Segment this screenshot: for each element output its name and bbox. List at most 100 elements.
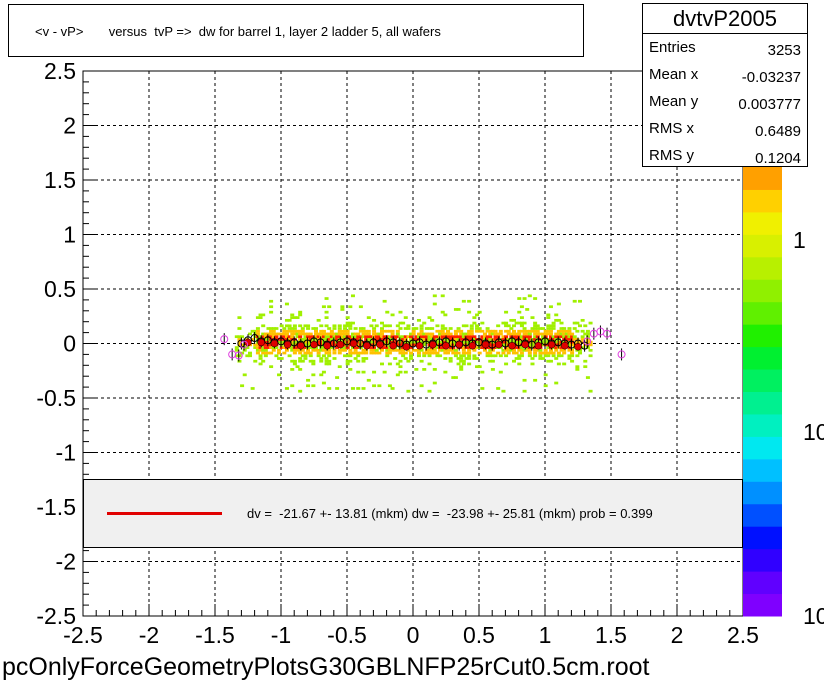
heatmap-cell — [353, 346, 358, 349]
heatmap-cell — [255, 316, 260, 319]
heatmap-cell — [522, 378, 527, 382]
heatmap-cell — [551, 321, 556, 325]
heatmap-cell — [469, 327, 474, 330]
heatmap-cell — [464, 335, 469, 339]
heatmap-cell — [295, 332, 300, 336]
heatmap-cell — [438, 354, 443, 358]
heatmap-cell — [562, 362, 567, 366]
heatmap-cell — [530, 316, 535, 319]
heatmap-cell — [255, 348, 260, 352]
heatmap-cell — [316, 335, 321, 339]
heatmap-cell — [514, 340, 519, 344]
colorbar-label: 10 — [803, 603, 824, 629]
heatmap-cell — [319, 324, 324, 328]
heatmap-cell — [321, 370, 326, 374]
heatmap-cell — [522, 335, 527, 339]
heatmap-cell — [403, 327, 408, 330]
heatmap-cell — [380, 327, 384, 330]
heatmap-cell — [533, 329, 538, 333]
heatmap-cell — [409, 351, 414, 355]
heatmap-cell — [548, 359, 553, 363]
heatmap-cell — [461, 332, 466, 336]
heatmap-cell — [517, 343, 522, 347]
x-tick-label: 2.5 — [727, 622, 759, 648]
heatmap-cell — [356, 343, 361, 347]
heatmap-cell — [316, 340, 321, 344]
heatmap-cell — [527, 340, 532, 344]
heatmap-cell — [372, 335, 377, 339]
heatmap-cell — [504, 321, 509, 325]
heatmap-cell — [475, 329, 480, 333]
heatmap-cell — [311, 359, 316, 363]
heatmap-cell — [372, 348, 377, 352]
heatmap-cell — [343, 346, 348, 349]
heatmap-cell — [514, 346, 519, 349]
heatmap-cell — [585, 335, 590, 339]
heatmap-cell — [316, 343, 321, 347]
heatmap-cell — [559, 348, 564, 352]
heatmap-cell — [292, 327, 297, 330]
heatmap-cell — [314, 332, 318, 336]
heatmap-cell — [372, 343, 377, 347]
fit-point — [481, 340, 490, 349]
heatmap-cell — [390, 335, 395, 339]
heatmap-cell — [435, 340, 440, 344]
heatmap-cell — [324, 338, 329, 341]
heatmap-cell — [477, 346, 482, 349]
colorbar-segment — [743, 211, 782, 235]
heatmap-cell — [258, 346, 263, 349]
heatmap-cell — [519, 346, 524, 349]
heatmap-cell — [269, 305, 274, 309]
heatmap-cell — [435, 335, 440, 339]
heatmap-cell — [353, 327, 358, 330]
outlier-point — [220, 335, 229, 344]
heatmap-cell — [422, 368, 427, 371]
heatmap-cell — [453, 376, 458, 379]
heatmap-cell — [350, 321, 355, 325]
heatmap-cell — [261, 324, 266, 328]
heatmap-cell — [398, 343, 403, 347]
heatmap-cell — [464, 332, 469, 336]
heatmap-cell — [393, 357, 398, 360]
heatmap-cell — [253, 332, 258, 336]
heatmap-cell — [527, 338, 532, 341]
heatmap-cell — [266, 343, 271, 347]
heatmap-cell — [300, 332, 305, 336]
heatmap-cell — [290, 327, 295, 330]
heatmap-cell — [374, 324, 379, 328]
heatmap-cell — [350, 346, 355, 349]
heatmap-cell — [485, 327, 490, 330]
heatmap-cell — [416, 354, 421, 358]
heatmap-cell — [525, 308, 530, 311]
heatmap-cell — [292, 348, 297, 352]
colorbar-segment — [743, 526, 782, 550]
heatmap-cell — [514, 332, 519, 336]
heatmap-cell — [403, 351, 408, 355]
heatmap-cell — [517, 354, 522, 358]
heatmap-cell — [543, 332, 548, 336]
heatmap-cell — [443, 370, 448, 374]
heatmap-cell — [277, 348, 282, 352]
heatmap-cell — [477, 351, 482, 355]
heatmap-cell — [541, 327, 546, 330]
heatmap-cell — [438, 343, 443, 347]
heatmap-cell — [335, 376, 340, 379]
heatmap-cell — [446, 340, 450, 344]
heatmap-cell — [387, 335, 392, 339]
heatmap-cell — [482, 335, 487, 339]
outlier-point — [234, 351, 243, 360]
heatmap-cell — [538, 340, 543, 344]
heatmap-cell — [475, 313, 480, 317]
heatmap-cell — [570, 359, 575, 363]
colorbar-segment — [743, 234, 782, 258]
heatmap-cell — [274, 332, 279, 336]
heatmap-cell — [517, 332, 522, 336]
heatmap-cell — [461, 346, 466, 349]
heatmap-cell — [253, 343, 258, 347]
heatmap-cell — [295, 329, 300, 333]
heatmap-cell — [279, 335, 284, 339]
x-tick-label: -2.5 — [63, 622, 103, 648]
heatmap-cell — [530, 340, 535, 344]
heatmap-cell — [572, 338, 577, 341]
